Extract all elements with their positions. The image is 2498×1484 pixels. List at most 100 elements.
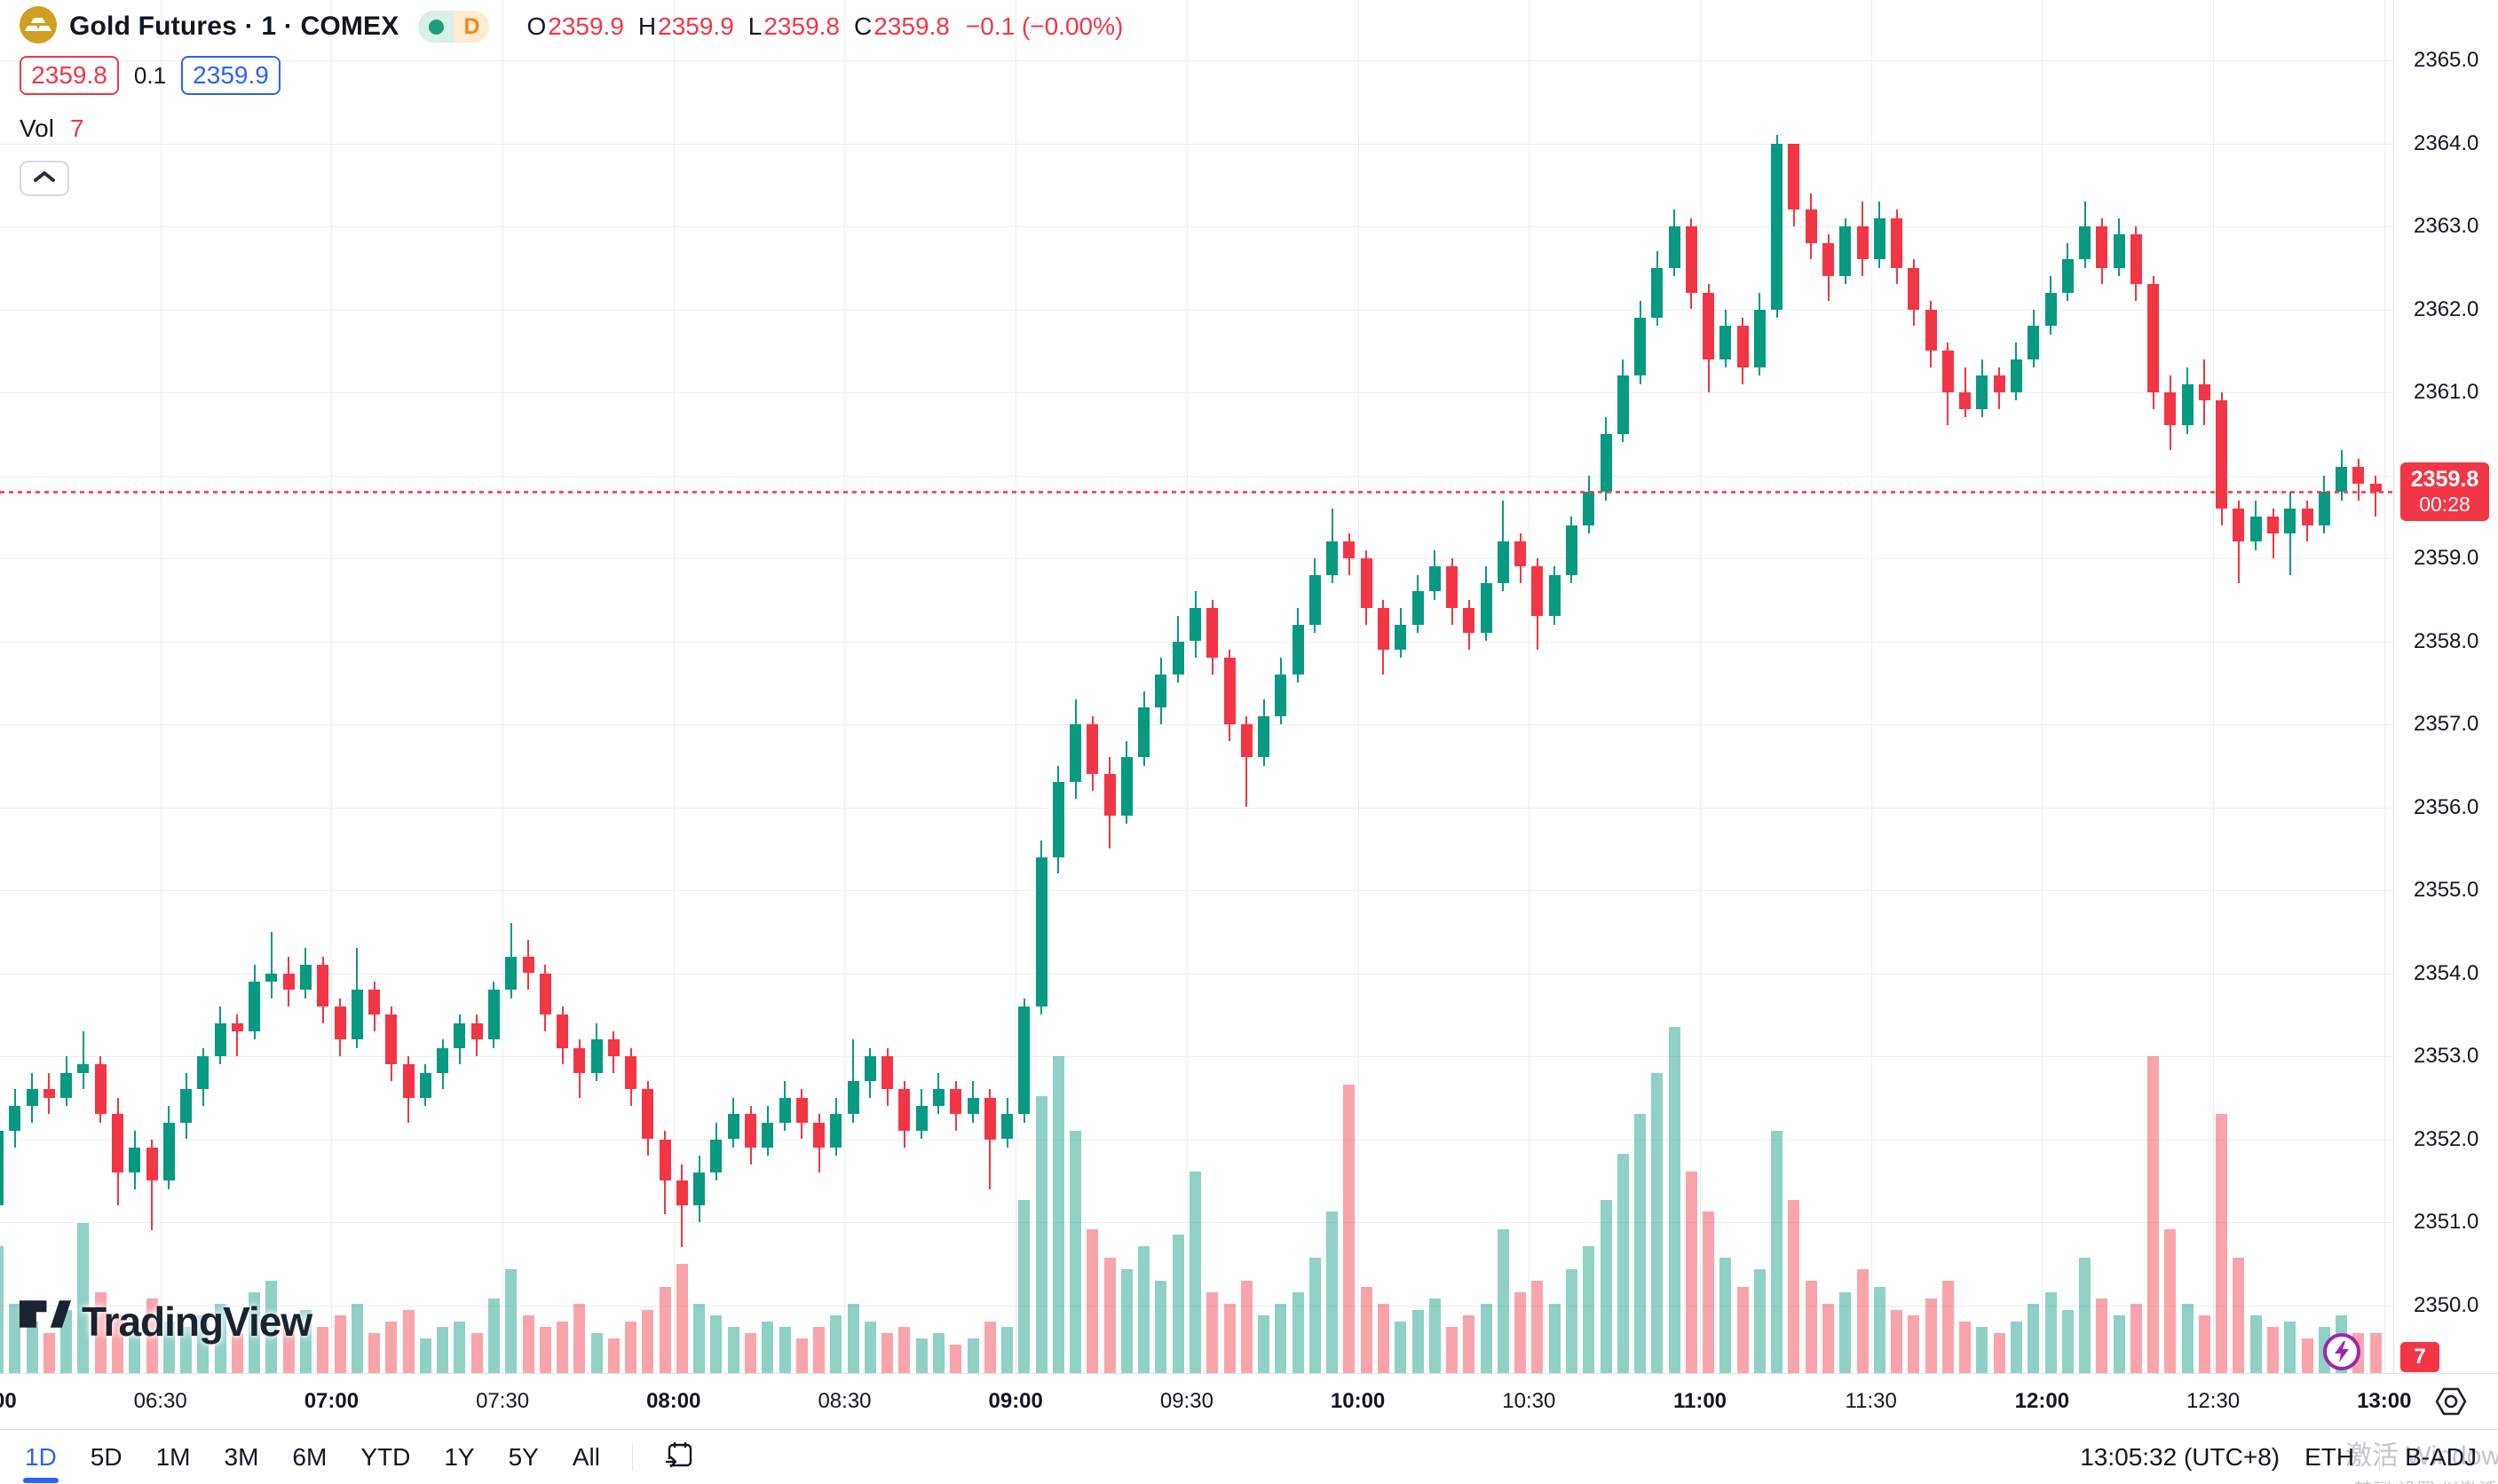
volume-bar	[2267, 1327, 2280, 1373]
time-axis[interactable]: 06:00 06:30 07:00 07:30 08:00 08:30 09:00 09:30…	[0, 1373, 2498, 1429]
volume-bar	[984, 1321, 996, 1373]
candle	[2267, 517, 2280, 533]
candle	[2181, 383, 2194, 426]
candle-wick	[236, 1014, 239, 1056]
instant-trading-button[interactable]	[2322, 1332, 2361, 1371]
volume-bar	[0, 1246, 4, 1373]
windows-activation-watermark: 激活 Windows 转到“设置”以激活 Windows	[2345, 1433, 2498, 1484]
candle	[43, 1089, 55, 1098]
volume-bar	[1206, 1292, 1219, 1373]
volume-bar	[2079, 1258, 2091, 1373]
volume-bar	[1360, 1286, 1372, 1373]
open-label: O	[526, 12, 547, 40]
gridline	[0, 226, 2393, 227]
volume-bar	[94, 1292, 107, 1373]
range-button-5y[interactable]: 5Y	[508, 1442, 539, 1471]
candle	[1480, 583, 1492, 634]
price-tick-label: 2363.0	[2414, 214, 2479, 238]
symbol-title[interactable]: Gold Futures · 1 · COMEX	[69, 12, 399, 41]
volume-bar	[43, 1332, 55, 1373]
volume-bar	[950, 1344, 962, 1373]
candle	[2216, 400, 2228, 509]
volume-bar	[60, 1309, 73, 1373]
buy-ask-button[interactable]: 2359.9	[181, 56, 281, 95]
range-button-all[interactable]: All	[572, 1442, 600, 1471]
gridline	[160, 0, 162, 1373]
volume-bar	[1395, 1321, 1407, 1373]
gridline	[2383, 0, 2385, 1373]
candle	[727, 1114, 739, 1140]
candle	[1120, 757, 1133, 816]
candle-wick	[270, 931, 273, 999]
range-button-6m[interactable]: 6M	[292, 1442, 328, 1471]
volume-bar	[487, 1298, 500, 1373]
candle	[1514, 541, 1527, 567]
volume-bar	[2113, 1315, 2125, 1373]
range-button-ytd[interactable]: YTD	[360, 1442, 411, 1471]
volume-bar	[334, 1315, 346, 1373]
low-value: 2359.8	[763, 12, 840, 40]
session-eth-button[interactable]: ETH	[2304, 1442, 2355, 1471]
volume-bar	[2164, 1228, 2177, 1373]
volume-bar	[762, 1321, 774, 1373]
volume-bar	[1600, 1200, 1612, 1373]
back-adjust-button[interactable]: B-ADJ	[2405, 1442, 2477, 1471]
time-tick-label: 06:30	[133, 1389, 187, 1413]
gridline	[844, 0, 846, 1373]
market-status-pill[interactable]: D	[418, 11, 490, 43]
candle	[505, 956, 518, 991]
candle	[1103, 774, 1116, 816]
clock-timezone-button[interactable]: 13:05:32 (UTC+8)	[2080, 1442, 2281, 1471]
gridline	[0, 724, 2393, 725]
volume-bar	[1463, 1315, 1475, 1373]
candle	[454, 1022, 466, 1048]
candle	[1771, 143, 1783, 310]
chart-canvas[interactable]	[0, 0, 2393, 1373]
candle	[231, 1022, 243, 1031]
go-to-date-button[interactable]	[663, 1439, 695, 1475]
candle	[557, 1014, 569, 1048]
legend-collapse-button[interactable]	[20, 161, 69, 196]
volume-bar	[249, 1292, 261, 1373]
gridline	[0, 641, 2393, 643]
candle	[1822, 242, 1834, 277]
high-label: H	[637, 12, 657, 40]
range-button-5d[interactable]: 5D	[90, 1442, 123, 1471]
range-button-3m[interactable]: 3M	[224, 1442, 259, 1471]
candle	[1428, 566, 1441, 592]
gridline	[0, 60, 2393, 61]
volume-bar	[1018, 1200, 1031, 1373]
sell-bid-button[interactable]: 2359.8	[20, 56, 119, 95]
candle	[590, 1039, 603, 1073]
candle	[214, 1022, 226, 1056]
candle	[26, 1089, 38, 1107]
tradingview-logo[interactable]: TradingView	[20, 1298, 312, 1346]
volume-bar	[1925, 1298, 1937, 1373]
volume-bar	[1223, 1304, 1236, 1373]
candle	[162, 1122, 175, 1181]
volume-bar	[1908, 1315, 1920, 1373]
time-tick-label: 10:30	[1502, 1389, 1556, 1413]
candle	[1976, 375, 1988, 409]
volume-bar	[1548, 1304, 1561, 1373]
volume-bar	[1172, 1235, 1184, 1373]
watermark-line1: 激活 Windows	[2345, 1441, 2498, 1471]
range-button-1d[interactable]: 1D	[23, 1440, 59, 1483]
range-button-1m[interactable]: 1M	[155, 1442, 191, 1471]
price-axis[interactable]: 2359.8 00:28 7 2365.0 2364.0 2363.0 2362.0 2…	[2393, 0, 2498, 1373]
candle	[676, 1180, 688, 1206]
volume-bar	[1617, 1154, 1629, 1373]
volume-bar	[1873, 1286, 1885, 1373]
tradingview-mark-icon	[20, 1299, 71, 1344]
candle	[1018, 1006, 1031, 1115]
gridline	[0, 392, 2393, 393]
candle	[1087, 724, 1099, 775]
range-button-1y[interactable]: 1Y	[444, 1442, 475, 1471]
volume-bar	[779, 1327, 791, 1373]
price-tick-label: 2357.0	[2414, 712, 2479, 736]
chart-settings-button[interactable]	[2432, 1383, 2470, 1420]
candle	[60, 1072, 73, 1098]
candle	[625, 1056, 637, 1090]
volume-bar	[282, 1321, 295, 1373]
candle	[402, 1064, 415, 1098]
